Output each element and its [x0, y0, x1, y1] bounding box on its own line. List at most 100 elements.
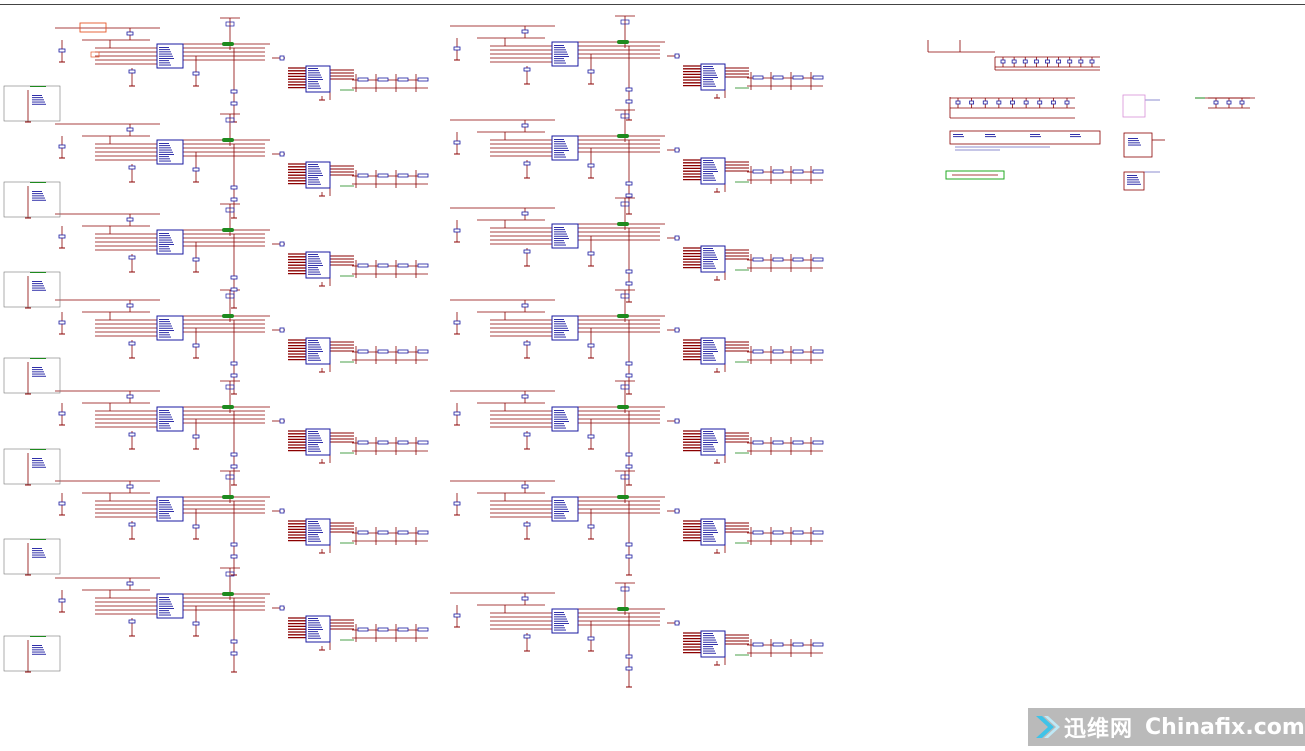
pin-label-mark — [554, 416, 567, 418]
pin-label-mark — [1127, 177, 1138, 179]
pin-label-mark — [32, 458, 42, 459]
pin-label-mark — [308, 273, 321, 275]
pin-label-mark — [703, 265, 715, 267]
capacitor — [1067, 59, 1073, 64]
pin-label-mark — [308, 538, 320, 540]
resistor — [128, 255, 136, 260]
pin-label-mark — [159, 605, 173, 607]
resistor — [523, 249, 531, 254]
pin-label-mark — [703, 521, 713, 522]
pin-label-mark — [308, 622, 320, 624]
capacitor — [1037, 100, 1043, 105]
pin-label-mark — [308, 346, 321, 348]
capacitor — [225, 207, 235, 213]
pin-label-mark — [703, 250, 714, 252]
net-label — [30, 272, 46, 273]
pin-label-mark — [32, 195, 44, 197]
resistor — [812, 169, 824, 174]
resistor — [523, 634, 531, 639]
capacitor — [620, 293, 630, 299]
resistor — [792, 75, 804, 80]
capacitor — [1239, 100, 1245, 105]
resistor — [752, 257, 764, 262]
pin-label-mark — [703, 177, 715, 179]
pin-label-mark — [159, 323, 171, 325]
pin-label-mark — [703, 85, 716, 87]
pin-label-mark — [159, 332, 169, 334]
net-label — [30, 539, 46, 540]
pin-label-mark — [1030, 136, 1041, 138]
pin-label-mark — [703, 256, 717, 258]
pin-label-mark — [159, 51, 171, 53]
pin-label-mark — [159, 327, 173, 329]
pin-label-mark — [308, 624, 321, 626]
pin-label-mark — [554, 614, 565, 616]
pin-label-mark — [554, 427, 566, 429]
pin-label-mark — [703, 433, 714, 435]
pin-label-mark — [159, 58, 174, 59]
resistor — [377, 263, 389, 268]
pin-label-mark — [554, 612, 564, 613]
pin-label-mark — [554, 233, 567, 235]
pin-label-mark — [308, 439, 322, 441]
pin-label-mark — [703, 527, 716, 529]
test-point — [674, 235, 680, 241]
pin-label-mark — [159, 599, 170, 601]
capacitor — [625, 87, 633, 92]
subcircuit-box — [3, 271, 61, 308]
capacitor — [625, 181, 633, 186]
resistor — [377, 77, 389, 82]
resistor — [192, 167, 200, 172]
resistor — [128, 619, 136, 624]
capacitor — [126, 31, 134, 36]
pin-label-mark — [308, 532, 323, 533]
pin-label-mark — [32, 289, 46, 291]
pin-label-mark — [32, 645, 42, 646]
capacitor — [625, 193, 633, 198]
pin-label-mark — [308, 340, 318, 341]
pin-label-mark — [32, 283, 43, 285]
capacitor — [230, 185, 238, 190]
subcircuit-box — [3, 538, 61, 575]
pin-label-mark — [554, 147, 568, 149]
pin-label-mark — [1030, 134, 1040, 135]
net-label — [617, 607, 629, 611]
pin-label-mark — [308, 631, 318, 633]
pin-label-mark — [703, 529, 717, 531]
pin-label-mark — [159, 410, 169, 411]
pin-label-mark — [554, 423, 564, 425]
capacitor — [126, 484, 134, 489]
pin-label-mark — [308, 431, 318, 432]
pin-label-mark — [554, 506, 567, 508]
pin-label-mark — [703, 261, 713, 263]
pin-label-mark — [308, 355, 319, 357]
pin-label-mark — [32, 649, 44, 651]
capacitor — [969, 100, 975, 105]
pin-label-mark — [554, 414, 566, 416]
capacitor — [58, 234, 66, 239]
pin-label-mark — [32, 285, 44, 287]
pin-label-mark — [703, 77, 718, 78]
pin-label-mark — [308, 267, 318, 269]
capacitor — [453, 320, 461, 325]
capacitor — [1226, 100, 1232, 105]
resistor — [128, 341, 136, 346]
capacitor — [620, 113, 630, 119]
watermark: 迅维网 Chinafix.com — [1028, 708, 1305, 746]
pin-label-mark — [159, 425, 170, 427]
pin-label-mark — [703, 340, 713, 341]
capacitor — [620, 586, 630, 592]
capacitor — [230, 464, 238, 469]
pin-label-mark — [308, 83, 319, 85]
capacitor — [625, 464, 633, 469]
pin-label-mark — [32, 287, 45, 289]
pin-label-mark — [32, 556, 46, 558]
pin-label-mark — [159, 423, 169, 425]
pin-label-mark — [703, 639, 716, 641]
regulator-box — [1123, 132, 1153, 158]
capacitor — [453, 501, 461, 506]
resistor — [192, 524, 200, 529]
pin-label-mark — [554, 154, 565, 156]
pin-label-mark — [159, 334, 170, 336]
